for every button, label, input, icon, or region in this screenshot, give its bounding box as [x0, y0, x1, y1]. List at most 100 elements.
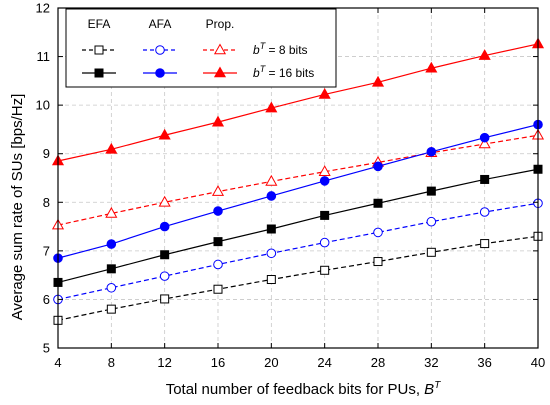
- data-point-prop-8-bits: [478, 137, 491, 149]
- x-tick-label: 8: [108, 355, 115, 370]
- y-tick-label: 11: [37, 49, 51, 64]
- data-point-efa-16-bits: [426, 186, 436, 196]
- data-point-prop-16-bits: [105, 142, 118, 154]
- data-point-prop-16-bits: [265, 101, 278, 113]
- axis-ticks: 4 8 12 16 20 24 28 32 36 40 5 6 7 8 9 10 11 12: [36, 1, 546, 371]
- series-efa-8-bits: [53, 231, 543, 325]
- x-tick-label: 36: [477, 355, 491, 370]
- data-point-afa-16-bits: [426, 146, 437, 157]
- data-point-efa-8-bits: [426, 247, 436, 257]
- series-line-efa-8-bits: [57, 235, 539, 321]
- data-point-prop-8-bits: [211, 185, 225, 196]
- data-point-efa-16-bits: [266, 224, 276, 234]
- data-point-prop-8-bits: [318, 165, 331, 176]
- legend-label-8-bits-rest: = 8 bits: [265, 43, 307, 57]
- data-point-efa-8-bits: [106, 304, 116, 314]
- legend-header-efa: EFA: [88, 17, 111, 31]
- y-tick-label: 7: [43, 243, 50, 258]
- legend-marker-prop-16-bits: [213, 66, 227, 78]
- data-point-prop-16-bits: [158, 128, 171, 140]
- legend-label-8-bits-symbol: b: [253, 43, 260, 57]
- data-point-prop-16-bits: [318, 87, 331, 99]
- data-point-afa-8-bits: [373, 227, 383, 238]
- series-prop-8-bits: [51, 128, 545, 230]
- legend-label-8-bits: bT = 8 bits: [253, 41, 308, 57]
- data-point-efa-16-bits: [213, 237, 223, 247]
- series-afa-16-bits: [53, 119, 543, 263]
- data-point-afa-16-bits: [479, 132, 490, 143]
- data-point-prop-16-bits: [478, 49, 491, 60]
- legend-marker-prop-8-bits: [213, 43, 227, 55]
- data-point-afa-8-bits: [159, 271, 170, 281]
- data-point-prop-16-bits: [211, 115, 225, 127]
- y-tick-label: 5: [43, 341, 50, 356]
- y-tick-label: 12: [36, 1, 50, 16]
- x-tick-label: 4: [54, 355, 61, 370]
- y-tick-label: 10: [36, 98, 50, 113]
- legend: EFA AFA Prop. bT = 8 bits bT = 16 bits: [65, 8, 337, 88]
- x-tick-label: 16: [211, 355, 225, 370]
- y-tick-label: 9: [43, 146, 50, 161]
- data-point-prop-16-bits: [371, 75, 385, 87]
- legend-marker-afa-16-bits: [155, 68, 165, 78]
- series-line-afa-8-bits: [57, 202, 539, 301]
- x-axis-title: Total number of feedback bits for PUs, B…: [166, 380, 441, 398]
- legend-marker-afa-8-bits: [155, 45, 165, 55]
- series-afa-8-bits: [53, 198, 543, 305]
- data-point-afa-16-bits: [159, 221, 170, 232]
- x-axis-title-superscript: T: [434, 380, 441, 391]
- data-point-efa-8-bits: [480, 239, 490, 249]
- data-point-afa-16-bits: [106, 239, 117, 249]
- x-tick-label: 20: [264, 355, 278, 370]
- data-point-afa-16-bits: [213, 206, 223, 216]
- data-point-efa-16-bits: [373, 198, 383, 208]
- legend-label-16-bits-sup: T: [260, 64, 267, 74]
- x-axis-title-text: Total number of feedback bits for PUs,: [166, 381, 424, 398]
- data-point-efa-16-bits: [106, 264, 116, 274]
- data-point-efa-8-bits: [160, 294, 170, 304]
- y-tick-label: 8: [43, 195, 50, 210]
- series-line-prop-16-bits: [57, 43, 539, 162]
- x-tick-label: 40: [531, 355, 545, 370]
- data-point-afa-16-bits: [319, 176, 330, 186]
- data-point-prop-8-bits: [105, 206, 118, 218]
- x-tick-label: 28: [371, 355, 385, 370]
- legend-label-8-bits-sup: T: [260, 41, 267, 51]
- data-point-afa-8-bits: [106, 282, 117, 293]
- legend-header-afa: AFA: [149, 17, 172, 31]
- data-point-afa-8-bits: [319, 237, 330, 248]
- legend-header-prop: Prop.: [206, 17, 235, 31]
- legend-label-16-bits-rest: = 16 bits: [265, 66, 314, 80]
- x-tick-label: 24: [317, 355, 331, 370]
- data-point-afa-8-bits: [213, 259, 223, 270]
- data-point-efa-8-bits: [373, 257, 383, 267]
- x-tick-label: 12: [157, 355, 171, 370]
- data-point-afa-8-bits: [426, 216, 437, 227]
- data-point-afa-8-bits: [479, 207, 490, 217]
- series-line-prop-8-bits: [57, 134, 539, 226]
- legend-samples: [82, 43, 237, 78]
- legend-label-16-bits: bT = 16 bits: [253, 64, 314, 80]
- series-efa-16-bits: [53, 164, 543, 287]
- data-point-prop-16-bits: [425, 61, 438, 73]
- data-point-afa-8-bits: [266, 248, 277, 259]
- data-point-efa-8-bits: [320, 265, 330, 275]
- series-line-efa-16-bits: [57, 168, 539, 284]
- data-point-efa-8-bits: [213, 284, 223, 294]
- y-tick-label: 6: [43, 292, 50, 307]
- data-point-afa-16-bits: [266, 191, 277, 201]
- data-point-efa-8-bits: [266, 275, 276, 285]
- legend-marker-efa-8-bits: [94, 45, 104, 55]
- data-point-prop-8-bits: [265, 174, 278, 186]
- plot-frame: [57, 7, 539, 349]
- x-tick-label: 32: [424, 355, 438, 370]
- data-point-afa-16-bits: [373, 161, 383, 172]
- y-axis-title: Average sum rate of SUs [bps/Hz]: [9, 94, 26, 321]
- legend-label-16-bits-symbol: b: [253, 66, 260, 80]
- data-point-efa-16-bits: [480, 174, 490, 184]
- data-point-prop-8-bits: [158, 195, 171, 207]
- x-axis-title-symbol: B: [424, 381, 434, 398]
- data-point-efa-16-bits: [320, 210, 330, 220]
- data-point-efa-16-bits: [160, 250, 170, 260]
